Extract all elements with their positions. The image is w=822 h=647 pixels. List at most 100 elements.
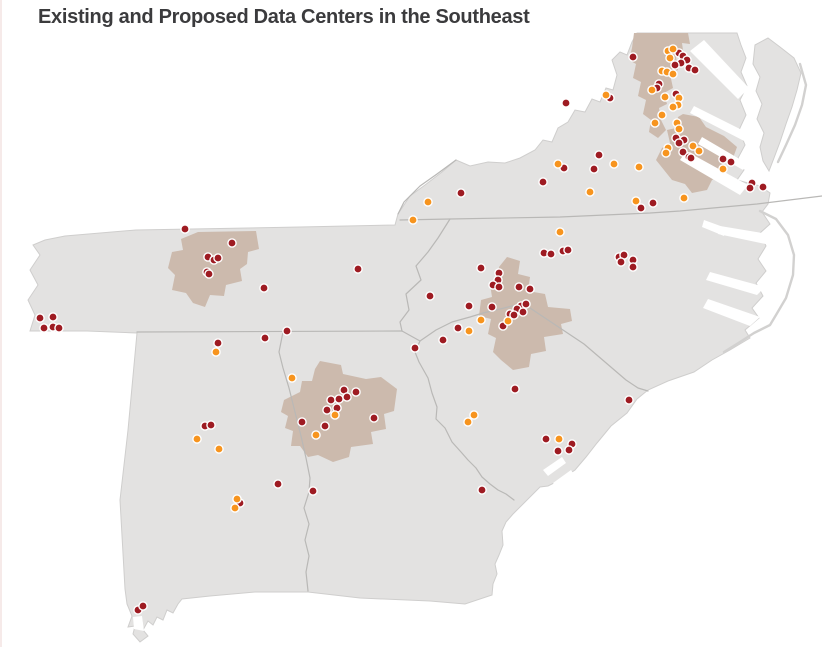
data-center-dot-existing [758,182,768,192]
data-center-dot-proposed [585,187,595,197]
rappahannock-river [690,106,754,143]
data-center-dot-existing [438,335,448,345]
data-center-dot-existing [510,384,520,394]
data-center-dot-proposed [230,503,240,513]
data-center-dot-existing [648,198,658,208]
data-center-dot-proposed [609,159,619,169]
data-center-dot-existing [726,157,736,167]
data-center-dot-existing [589,164,599,174]
data-center-dot-existing [674,138,684,148]
data-center-dot-existing [464,301,474,311]
data-center-dot-existing [453,323,463,333]
data-center-dot-existing [670,60,680,70]
mobile-bay [133,616,144,631]
albemarle-sound-branch [702,220,726,236]
data-center-dot-existing [48,312,58,322]
data-center-dot-existing [35,313,45,323]
data-center-dot-existing [525,284,535,294]
data-center-dot-proposed [469,410,479,420]
border-tennessee-south [136,330,403,333]
data-center-dot-proposed [631,196,641,206]
data-center-dot-proposed [650,118,660,128]
data-center-dot-proposed [464,326,474,336]
data-center-dot-proposed [688,141,698,151]
map-title: Existing and Proposed Data Centers in th… [38,6,530,28]
border-georgia-southcarolina [414,340,515,501]
state-borders [136,159,649,592]
data-center-dot-proposed [330,410,340,420]
data-center-dot-proposed [311,430,321,440]
data-center-dot-existing [594,150,604,160]
page-edge-strip [0,0,2,647]
data-center-dot-existing [273,479,283,489]
landmass-delmarva-peninsula [752,37,802,173]
data-center-dot-existing [334,394,344,404]
data-center-dot-existing [322,405,332,415]
data-center-dot-existing [227,238,237,248]
data-center-dot-existing [538,177,548,187]
data-center-dot-proposed [601,90,611,100]
data-center-dot-proposed [679,193,689,203]
outer-banks-coastline [722,209,796,354]
data-center-dot-proposed [668,44,678,54]
data-center-dot-proposed [503,316,513,326]
data-center-dot-existing [54,323,64,333]
data-center-dot-proposed [674,124,684,134]
border-tennessee-northcarolina [399,218,451,332]
border-northcarolina-southcarolina [419,303,649,392]
data-center-dot-proposed [214,444,224,454]
data-center-dot-proposed [476,315,486,325]
data-center-dot-proposed [647,85,657,95]
data-center-dot-existing [745,183,755,193]
data-center-dot-existing [518,307,528,317]
data-center-dot-proposed [423,197,433,207]
data-center-dot-existing [477,485,487,495]
border-northcarolina-georgia [401,330,421,342]
data-center-dot-existing [180,224,190,234]
albemarle-sound [718,226,780,246]
james-river [680,151,748,195]
data-center-dot-existing [410,343,420,353]
data-center-dot-proposed [287,373,297,383]
data-center-dot-existing [342,392,352,402]
data-center-dot-existing [297,417,307,427]
data-center-dot-existing [138,601,148,611]
data-center-dot-existing [521,299,531,309]
data-center-dot-existing [636,203,646,213]
data-center-dot-existing [494,282,504,292]
data-center-dot-existing [616,257,626,267]
data-center-dot-proposed [665,53,675,63]
data-center-dot-existing [678,147,688,157]
data-center-dot-existing [213,253,223,263]
border-georgia-alabama [278,331,311,592]
potomac-river [690,40,749,99]
data-center-dot-proposed [553,159,563,169]
data-center-dot-existing [553,446,563,456]
charleston-inlet-north [543,457,566,476]
data-center-dot-existing [425,291,435,301]
data-center-dot-existing [628,262,638,272]
data-center-dot-existing [546,249,556,259]
data-center-dot-proposed [668,69,678,79]
data-center-dot-existing [476,263,486,273]
data-center-dot-existing [456,188,466,198]
data-center-dot-existing [204,269,214,279]
charleston-inlet-south [553,470,575,489]
data-center-dot-proposed [408,215,418,225]
data-center-dot-proposed [660,92,670,102]
data-center-dot-existing [686,153,696,163]
data-center-dot-proposed [657,110,667,120]
data-center-dot-existing [39,323,49,333]
data-center-dot-proposed [634,162,644,172]
data-center-dot-proposed [554,434,564,444]
data-center-dot-existing [326,395,336,405]
data-center-dot-proposed [232,494,242,504]
data-center-dot-existing [718,154,728,164]
border-kentucky-virginia [397,159,457,215]
data-center-dot-existing [282,326,292,336]
data-center-dot-proposed [211,347,221,357]
neuse-river [703,299,760,326]
data-center-dot-proposed [463,417,473,427]
data-center-dot-existing [541,434,551,444]
